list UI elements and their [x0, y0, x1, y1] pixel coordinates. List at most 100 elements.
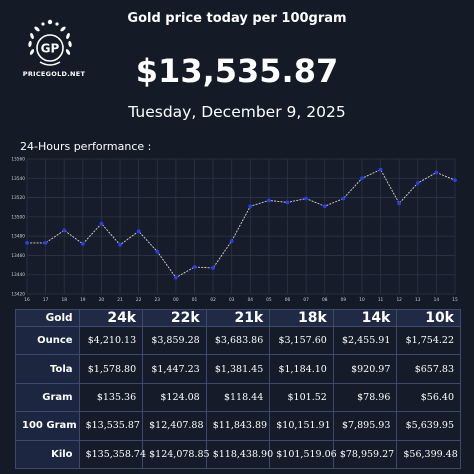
- data-point: [25, 240, 29, 245]
- price-table: Gold 24k 22k 21k 18k 14k 10k Ounce $4,21…: [15, 309, 461, 470]
- column-header: 21k: [205, 309, 271, 327]
- table-cell: $135,358.74: [78, 439, 146, 470]
- data-point: [118, 242, 122, 247]
- data-point: [434, 170, 439, 175]
- table-corner-label: Gold: [15, 309, 80, 327]
- table-cell: $3,859.28: [142, 325, 207, 356]
- column-header: 24k: [78, 309, 144, 327]
- table-cell: $657.83: [396, 354, 461, 384]
- table-cell: $11,843.89: [205, 411, 271, 441]
- page-title: Gold price today per 100gram: [127, 11, 347, 26]
- table-cell: $1,381.45: [205, 354, 271, 384]
- x-tick-label: 14: [434, 297, 440, 303]
- y-tick-label: 13440: [11, 272, 25, 278]
- row-label: Gram: [15, 382, 80, 413]
- data-point: [229, 239, 234, 243]
- row-label: Ounce: [15, 325, 80, 356]
- table-cell: $135.36: [78, 382, 144, 413]
- table-cell: $124.08: [142, 382, 207, 413]
- table-cell: $4,210.13: [78, 325, 144, 356]
- y-tick-label: 13480: [11, 234, 25, 240]
- table-cell: $3,157.60: [269, 325, 334, 356]
- table-cell: $12,407.88: [142, 411, 207, 441]
- data-point: [341, 196, 346, 201]
- series-line: [27, 169, 456, 279]
- data-point: [267, 198, 271, 203]
- table-cell: $118.44: [205, 382, 271, 413]
- performance-label: 24-Hours performance :: [20, 140, 152, 153]
- table-cell: $13,535.87: [78, 411, 144, 441]
- current-date: Tuesday, December 9, 2025: [128, 103, 346, 121]
- x-tick-label: 07: [303, 297, 309, 303]
- column-header: 14k: [332, 309, 398, 327]
- row-label: 100 Gram: [15, 411, 80, 441]
- x-tick-label: 08: [322, 297, 328, 303]
- data-point: [99, 221, 104, 226]
- x-tick-label: 20: [99, 297, 105, 303]
- y-tick-label: 13520: [11, 195, 25, 201]
- y-tick-label: 13560: [11, 157, 25, 163]
- row-label: Tola: [15, 354, 80, 384]
- table-cell: $2,455.91: [332, 325, 398, 356]
- pricegold-logo: GP: [28, 19, 72, 66]
- table-cell: $7,895.93: [332, 411, 398, 441]
- x-tick-label: 09: [341, 297, 347, 303]
- x-tick-label: 13: [415, 297, 421, 303]
- data-point: [248, 204, 253, 209]
- y-tick-label: 13420: [11, 292, 25, 298]
- x-tick-label: 04: [248, 297, 254, 303]
- table-cell: $920.97: [332, 354, 398, 384]
- y-tick-label: 13540: [11, 176, 25, 182]
- data-point: [322, 204, 327, 209]
- y-tick-label: 13460: [11, 253, 25, 259]
- x-tick-label: 03: [229, 297, 235, 303]
- table-row: Gram $135.36 $124.08 $118.44 $101.52 $78…: [15, 382, 461, 413]
- x-tick-label: 10: [359, 297, 365, 303]
- table-row: Kilo $135,358.74 $124,078.85 $118,438.90…: [15, 439, 461, 470]
- table-cell: $5,639.95: [396, 411, 461, 441]
- x-tick-label: 19: [80, 297, 86, 303]
- data-point: [43, 240, 48, 245]
- table-cell: $56.40: [396, 382, 461, 413]
- table-cell: $124,078.85: [142, 439, 210, 470]
- x-tick-label: 06: [285, 297, 291, 303]
- x-tick-label: 12: [396, 297, 402, 303]
- data-point: [415, 181, 420, 186]
- plot-area: [27, 159, 455, 294]
- performance-chart: 13560 13540 13520 13500 13480 13460 13440 13420…: [11, 157, 458, 304]
- data-point: [360, 176, 364, 181]
- table-cell: $1,578.80: [78, 354, 144, 384]
- x-tick-label: 22: [136, 297, 142, 303]
- table-cell: $78,959.27: [332, 439, 398, 470]
- x-tick-label: 01: [192, 297, 198, 303]
- data-point: [80, 241, 85, 246]
- x-tick-label: 05: [266, 297, 272, 303]
- x-tick-label: 02: [210, 297, 216, 303]
- data-point: [453, 178, 457, 183]
- column-header: 10k: [396, 309, 461, 327]
- x-tick-label: 18: [61, 297, 67, 303]
- table-cell: $101,519.06: [269, 439, 337, 470]
- table-cell: $78.96: [332, 382, 398, 413]
- table-cell: $101.52: [269, 382, 334, 413]
- table-cell: $1,447.23: [142, 354, 207, 384]
- data-point: [397, 201, 402, 206]
- table-cell: $10,151.91: [269, 411, 334, 441]
- x-tick-label: 17: [43, 297, 49, 303]
- y-tick-label: 13500: [11, 214, 25, 220]
- current-price: $13,535.87: [135, 52, 339, 90]
- x-tick-label: 11: [378, 297, 384, 303]
- x-tick-label: 00: [173, 297, 179, 303]
- table-row: 100 Gram $13,535.87 $12,407.88 $11,843.8…: [15, 411, 461, 441]
- table-cell: $56,399.48: [396, 439, 461, 470]
- data-point: [173, 275, 178, 280]
- table-cell: $1,754.22: [396, 325, 461, 356]
- x-tick-label: 21: [117, 297, 123, 303]
- table-row: Ounce $4,210.13 $3,859.28 $3,683.86 $3,1…: [15, 325, 461, 356]
- table-header-row: Gold 24k 22k 21k 18k 14k 10k: [15, 309, 461, 327]
- table-cell: $3,683.86: [205, 325, 271, 356]
- table-row: Tola $1,578.80 $1,447.23 $1,381.45 $1,18…: [15, 354, 461, 384]
- table-cell: $1,184.10: [269, 354, 334, 384]
- x-tick-label: 15: [452, 297, 458, 303]
- data-point: [378, 167, 383, 172]
